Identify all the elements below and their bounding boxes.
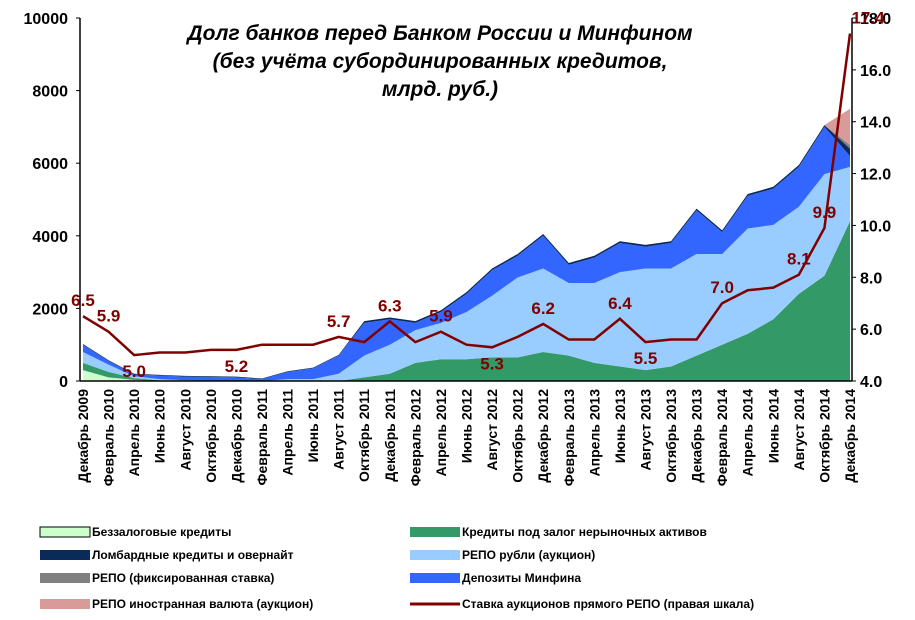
data-label: 5.2 bbox=[225, 357, 249, 376]
x-tick-label: Август 2014 bbox=[791, 389, 807, 471]
x-tick-label: Февраль 2014 bbox=[714, 389, 730, 486]
x-tick-label: Апрель 2014 bbox=[740, 389, 756, 477]
chart-title: млрд. руб.) bbox=[382, 78, 498, 101]
y2-tick-label: 8.0 bbox=[860, 270, 882, 287]
legend-swatch bbox=[410, 527, 460, 537]
legend-label: Кредиты под залог нерыночных активов bbox=[462, 525, 707, 539]
data-label: 6.3 bbox=[378, 296, 402, 315]
x-tick-label: Октябрь 2013 bbox=[663, 389, 679, 483]
data-label: 5.5 bbox=[634, 349, 658, 368]
x-tick-label: Февраль 2012 bbox=[407, 389, 423, 486]
y2-tick-label: 16.0 bbox=[860, 63, 891, 80]
y2-tick-label: 14.0 bbox=[860, 115, 891, 132]
data-label: 8.1 bbox=[787, 250, 811, 269]
x-tick-label: Август 2013 bbox=[637, 389, 653, 471]
legend-label: РЕПО иностранная валюта (аукцион) bbox=[92, 597, 313, 611]
x-tick-label: Июнь 2011 bbox=[305, 389, 321, 463]
x-tick-label: Октябрь 2014 bbox=[816, 389, 832, 483]
y-tick-label: 2000 bbox=[32, 301, 68, 318]
x-tick-label: Февраль 2013 bbox=[561, 389, 577, 486]
x-tick-label: Декабрь 2011 bbox=[382, 389, 398, 482]
title: Долг банков перед Банком России и Минфин… bbox=[185, 22, 693, 101]
data-label: 6.2 bbox=[531, 299, 555, 318]
x-tick-label: Апрель 2011 bbox=[280, 389, 296, 476]
data-label: 5.9 bbox=[97, 307, 121, 326]
x-tick-label: Август 2010 bbox=[177, 389, 193, 471]
area bbox=[83, 166, 850, 381]
data-label: 5.7 bbox=[327, 312, 351, 331]
x-tick-label: Декабрь 2012 bbox=[535, 389, 551, 483]
legend-label: Ломбардные кредиты и овернайт bbox=[92, 548, 294, 562]
x-tick-label: Июнь 2013 bbox=[612, 389, 628, 463]
x-tick-label: Декабрь 2013 bbox=[689, 389, 705, 483]
x-tick-label: Апрель 2010 bbox=[126, 389, 142, 477]
data-label: 5.9 bbox=[429, 307, 453, 326]
data-label: 5.3 bbox=[480, 354, 504, 373]
x-tick-label: Октябрь 2010 bbox=[203, 389, 219, 483]
x-tick-label: Октябрь 2012 bbox=[510, 389, 526, 483]
data-label: 7.0 bbox=[710, 278, 734, 297]
data-label: 6.5 bbox=[71, 291, 95, 310]
legend-swatch bbox=[40, 573, 90, 583]
x-tick-label: Февраль 2011 bbox=[254, 389, 270, 486]
y2-tick-label: 6.0 bbox=[860, 322, 882, 339]
legend-label: Депозиты Минфина bbox=[462, 571, 581, 585]
x-tick-label: Октябрь 2011 bbox=[356, 389, 372, 482]
data-label: 17.4 bbox=[851, 9, 885, 28]
data-label: 6.4 bbox=[608, 294, 632, 313]
rate-line bbox=[82, 33, 852, 357]
data-label: 9.9 bbox=[813, 203, 837, 222]
x-tick-label: Февраль 2010 bbox=[101, 389, 117, 486]
x-tick-label: Апрель 2013 bbox=[586, 389, 602, 477]
x-tick-label: Декабрь 2009 bbox=[75, 389, 91, 483]
legend-swatch bbox=[40, 550, 90, 560]
legend-label: Беззалоговые кредиты bbox=[92, 525, 231, 539]
y2-tick-label: 18.0 bbox=[860, 11, 891, 28]
legend-swatch bbox=[40, 599, 90, 609]
x-tick-label: Апрель 2012 bbox=[433, 389, 449, 477]
legend-swatch bbox=[410, 573, 460, 583]
y-tick-label: 4000 bbox=[32, 229, 68, 246]
chart-title: (без учёта субординированных кредитов, bbox=[213, 50, 668, 73]
y2-tick-label: 10.0 bbox=[860, 218, 891, 235]
legend-label: Ставка аукционов прямого РЕПО (правая шк… bbox=[462, 597, 754, 611]
x-tick-label: Август 2011 bbox=[331, 389, 347, 470]
y-tick-label: 6000 bbox=[32, 156, 68, 173]
x-tick-label: Декабрь 2010 bbox=[228, 389, 244, 483]
x-tick-label: Июнь 2014 bbox=[765, 389, 781, 463]
x-tick-label: Декабрь 2014 bbox=[842, 389, 858, 483]
legend-swatch bbox=[410, 550, 460, 560]
legend-label: РЕПО рубли (аукцион) bbox=[462, 548, 595, 562]
legend-swatch bbox=[39, 526, 91, 538]
y-tick-label: 8000 bbox=[32, 84, 68, 101]
chart-title: Долг банков перед Банком России и Минфин… bbox=[185, 22, 693, 45]
y2-tick-label: 12.0 bbox=[860, 167, 891, 184]
x-tick-label: Июнь 2010 bbox=[152, 389, 168, 463]
y-tick-label: 0 bbox=[59, 374, 68, 391]
area bbox=[83, 221, 850, 381]
y2-tick-label: 4.0 bbox=[860, 374, 882, 391]
y-tick-label: 10000 bbox=[24, 11, 69, 28]
x-tick-label: Август 2012 bbox=[484, 389, 500, 471]
data-label: 5.0 bbox=[122, 362, 146, 381]
legend-label: РЕПО (фиксированная ставка) bbox=[92, 571, 274, 585]
x-tick-label: Июнь 2012 bbox=[459, 389, 475, 463]
